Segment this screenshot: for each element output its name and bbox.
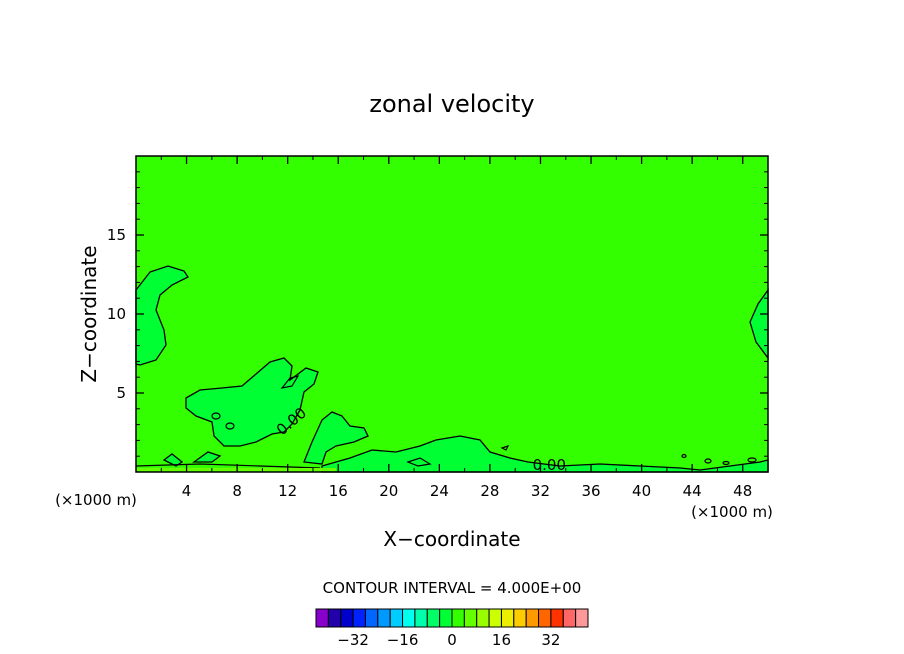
colorbar-tick-label: −32 — [337, 631, 369, 649]
colorbar-swatch — [575, 608, 589, 628]
x-unit-left: (×1000 m) — [55, 491, 137, 509]
contour-regions — [135, 265, 769, 473]
x-tick-label: 28 — [480, 482, 499, 500]
x-tick-label: 16 — [329, 482, 348, 500]
colorbar-tick-label: 0 — [447, 631, 457, 649]
colorbar-swatch — [364, 608, 379, 628]
contour-interval-text: CONTOUR INTERVAL = 4.000E+00 — [323, 579, 582, 597]
colorbar — [315, 608, 589, 628]
contour-region-bottom-band — [321, 435, 769, 473]
x-tick-label: 24 — [430, 482, 449, 500]
x-tick-label: 32 — [531, 482, 550, 500]
colorbar-swatch — [463, 608, 478, 628]
x-tick-label: 36 — [581, 482, 600, 500]
colorbar-swatch — [550, 608, 564, 628]
colorbar-swatch — [525, 608, 540, 628]
contour-lines — [135, 375, 757, 469]
contour-loop-8 — [722, 460, 730, 466]
colorbar-swatch — [476, 608, 490, 628]
y-tick-label: 10 — [107, 305, 126, 323]
colorbar-swatch — [389, 608, 404, 628]
y-tick-label: 15 — [107, 226, 126, 244]
colorbar-swatch — [327, 608, 342, 628]
contour-region-small-left2 — [191, 451, 222, 463]
colorbar-swatch — [451, 608, 465, 628]
contour-loop-5 — [500, 444, 510, 451]
colorbar-tick-labels: −32 −16 0 16 32 — [337, 631, 560, 649]
colorbar-tick-label: −16 — [387, 631, 419, 649]
contour-region-mid-lower — [185, 357, 319, 447]
contour-loop-9 — [747, 457, 757, 463]
x-tick-label: 12 — [278, 482, 297, 500]
x-tick-label: 40 — [632, 482, 651, 500]
colorbar-swatch — [538, 608, 552, 628]
colorbar-swatch — [500, 608, 515, 628]
contour-region-left-upper — [135, 265, 189, 366]
y-axis-ticks: 5 10 15 — [107, 171, 768, 457]
colorbar-swatch — [488, 608, 502, 628]
contour-loop-7 — [704, 458, 712, 464]
x-tick-label: 44 — [683, 482, 702, 500]
contour-loop-3 — [280, 375, 300, 389]
colorbar-tick-label: 16 — [492, 631, 511, 649]
colorbar-swatch — [414, 608, 428, 628]
surface-strip — [136, 468, 336, 471]
y-tick-label: 5 — [116, 384, 126, 402]
colorbar-swatch — [402, 608, 416, 628]
contour-loop-2 — [225, 422, 235, 430]
colorbar-swatch — [340, 608, 354, 628]
contour-label: 0.00 — [533, 456, 566, 474]
colorbar-swatch — [439, 608, 453, 628]
x-tick-label: 8 — [232, 482, 242, 500]
colorbar-swatch — [513, 608, 527, 628]
colorbar-swatch — [352, 608, 366, 628]
colorbar-swatch — [377, 608, 391, 628]
colorbar-tick-label: 32 — [541, 631, 560, 649]
colorbar-swatch — [315, 608, 329, 628]
chart-title: zonal velocity — [369, 90, 534, 118]
x-tick-label: 48 — [733, 482, 752, 500]
x-tick-label: 20 — [379, 482, 398, 500]
colorbar-swatch — [426, 608, 441, 628]
colorbar-swatch — [562, 608, 577, 628]
x-axis-label: X−coordinate — [383, 527, 520, 551]
contour-loop-4 — [406, 457, 432, 467]
contour-region-center-bump — [303, 411, 369, 465]
contour-line-surface — [135, 463, 321, 469]
contour-loop-6 — [681, 453, 687, 459]
contour-loop-1 — [211, 412, 221, 420]
y-axis-label: Z−coordinate — [77, 245, 101, 382]
x-axis-ticks: 4 8 12 16 20 24 28 32 36 40 44 48 — [160, 156, 752, 500]
contour-region-small-left — [162, 453, 184, 467]
x-unit-right: (×1000 m) — [691, 503, 773, 521]
x-tick-label: 4 — [182, 482, 192, 500]
